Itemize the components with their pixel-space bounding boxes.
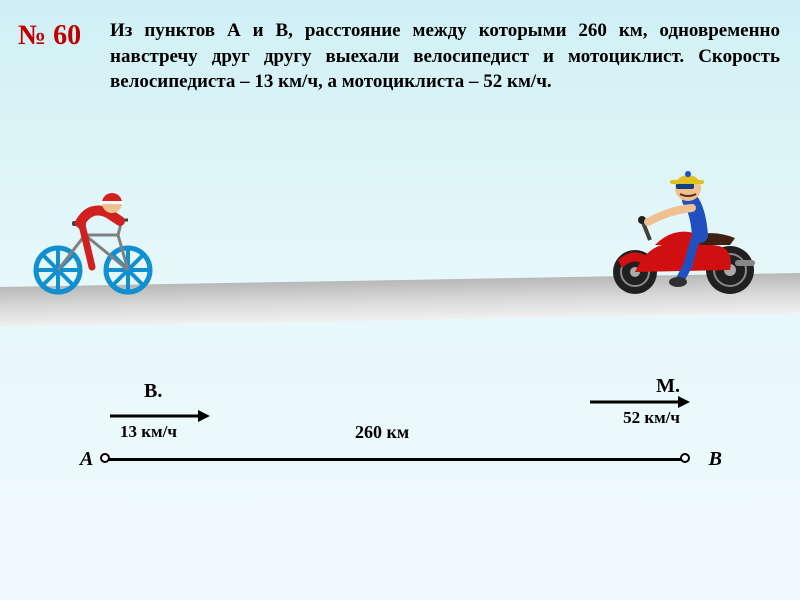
label-cyclist: В. <box>144 380 162 403</box>
motorcyclist-illustration <box>600 150 770 300</box>
cyclist-illustration <box>30 175 160 295</box>
point-b-label: В <box>709 448 722 471</box>
distance-diagram: В. М. 13 км/ч 52 км/ч 260 км А В <box>90 380 710 500</box>
point-a-label: А <box>80 448 93 471</box>
speed-cyclist: 13 км/ч <box>120 422 177 442</box>
dot-b <box>680 453 690 463</box>
line-ab <box>105 458 685 461</box>
distance-label: 260 км <box>355 422 409 443</box>
speed-motorcyclist: 52 км/ч <box>623 408 680 428</box>
problem-number: № 60 <box>18 20 81 52</box>
dot-a <box>100 453 110 463</box>
problem-text: Из пунктов А и В, расстояние между котор… <box>110 18 780 95</box>
